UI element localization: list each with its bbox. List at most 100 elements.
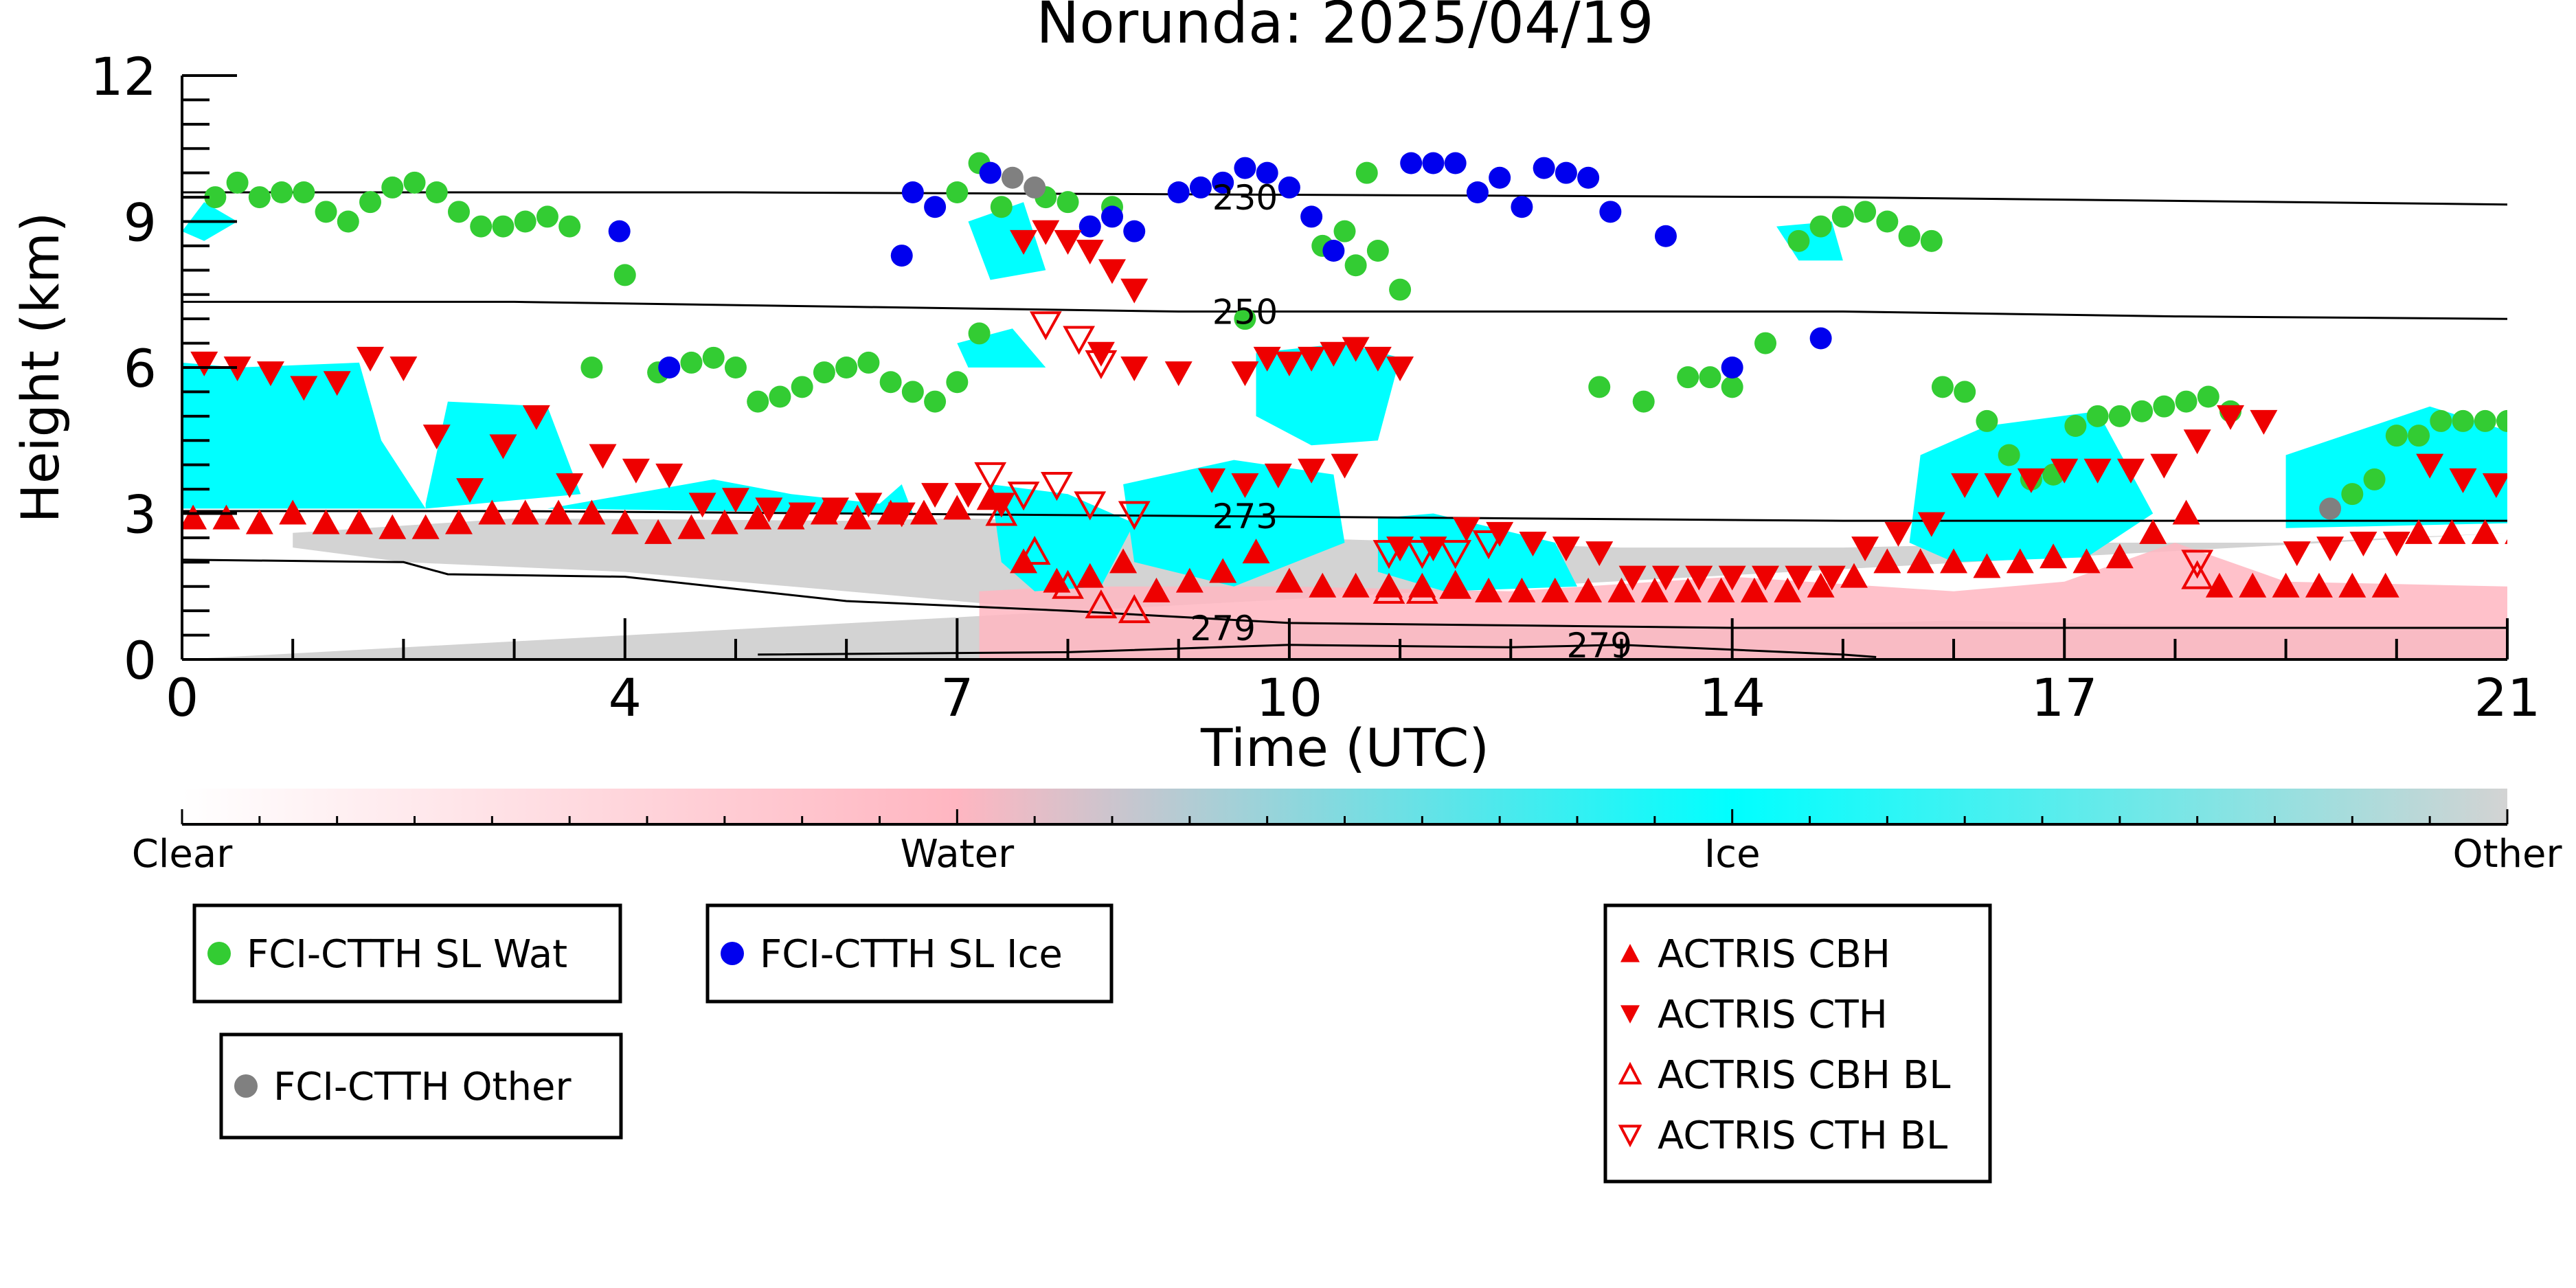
- legend-marker: [207, 942, 231, 965]
- x-tick-label: 7: [940, 667, 973, 728]
- y-tick-label: 3: [124, 484, 157, 545]
- data-point: [1677, 366, 1699, 389]
- data-point: [1322, 240, 1345, 262]
- data-point: [1851, 536, 1879, 562]
- data-point: [1386, 357, 1414, 381]
- data-point: [1029, 311, 1062, 341]
- data-point: [1439, 569, 1472, 599]
- data-point: [337, 210, 359, 233]
- data-point: [1618, 565, 1647, 591]
- colorbar-label: Ice: [1704, 832, 1761, 877]
- data-point: [1876, 210, 1899, 233]
- data-point: [2283, 541, 2311, 567]
- data-point: [1142, 577, 1171, 602]
- data-point: [1054, 229, 1082, 255]
- data-point: [1041, 472, 1073, 501]
- data-point: [1954, 381, 1976, 403]
- data-point: [1264, 463, 1292, 488]
- data-point: [1101, 205, 1123, 228]
- data-point: [791, 376, 813, 398]
- data-point: [1364, 346, 1392, 372]
- data-point: [1118, 501, 1151, 530]
- data-point: [2217, 405, 2245, 430]
- data-point: [1123, 220, 1146, 242]
- data-point: [1466, 181, 1489, 203]
- data-point: [680, 351, 703, 374]
- data-point: [556, 473, 584, 498]
- data-point: [1331, 453, 1359, 479]
- data-point: [1807, 572, 1835, 598]
- legend-marker: [1618, 1125, 1642, 1148]
- data-point: [2549, 464, 2576, 488]
- data-point: [2408, 425, 2430, 447]
- data-point: [223, 357, 251, 381]
- x-tick-label: 10: [1256, 667, 1323, 728]
- data-point: [2416, 453, 2444, 479]
- data-point: [589, 444, 617, 469]
- data-point: [979, 161, 1002, 184]
- data-point: [954, 483, 982, 508]
- data-point: [422, 425, 451, 450]
- colorbar-ticks: [181, 809, 2509, 824]
- data-point: [946, 181, 969, 203]
- data-point: [492, 215, 515, 238]
- data-point: [901, 381, 924, 403]
- contour-line-3: [182, 558, 2507, 629]
- data-point: [1873, 548, 1901, 574]
- data-point: [1355, 161, 1378, 184]
- data-point: [2540, 386, 2562, 408]
- data-point: [1198, 468, 1226, 493]
- data-point: [315, 201, 337, 223]
- data-point: [381, 176, 404, 199]
- data-point: [1854, 201, 1877, 223]
- data-point: [478, 499, 506, 525]
- data-point: [444, 509, 473, 534]
- data-point: [1052, 569, 1084, 599]
- data-point: [1018, 536, 1051, 565]
- cloud-region-ice-6: [1123, 460, 1345, 587]
- data-point: [888, 502, 916, 528]
- data-point: [1809, 215, 1832, 238]
- data-point: [190, 351, 218, 376]
- data-point: [271, 181, 293, 203]
- legend-marker: [1618, 1061, 1642, 1085]
- data-point: [345, 509, 373, 534]
- data-point: [1120, 278, 1149, 304]
- data-point: [323, 371, 351, 396]
- data-point: [1906, 548, 1934, 574]
- data-point: [2183, 429, 2211, 455]
- data-point: [1120, 357, 1149, 381]
- data-point: [447, 201, 470, 223]
- data-point: [2172, 499, 2200, 525]
- data-point: [2139, 519, 2167, 544]
- data-point: [1752, 565, 1780, 591]
- data-point: [2341, 483, 2364, 506]
- x-tick-label: 4: [609, 667, 642, 728]
- data-point: [1787, 229, 1810, 252]
- plot-area: [182, 152, 2576, 659]
- data-point: [1298, 458, 1326, 484]
- series-6: [974, 311, 2214, 579]
- data-point: [2083, 458, 2112, 484]
- data-point: [1189, 176, 1212, 199]
- x-tick-label: 17: [2031, 667, 2098, 728]
- data-point: [2239, 572, 2267, 598]
- data-point: [1372, 574, 1405, 604]
- data-point: [1519, 532, 1547, 556]
- data-point: [1577, 166, 1600, 189]
- contour-line-0: [182, 191, 2507, 206]
- legend-frame: [192, 903, 622, 1004]
- legend-label: FCI-CTTH Other: [273, 1065, 572, 1109]
- data-point: [1076, 240, 1104, 264]
- data-point: [2316, 536, 2345, 562]
- cloud-region-ice-8: [1377, 513, 1577, 591]
- data-point: [357, 346, 385, 372]
- data-point: [2482, 473, 2507, 498]
- data-point: [248, 186, 271, 209]
- data-point: [2496, 409, 2507, 432]
- data-point: [1441, 572, 1469, 598]
- cloud-region-ice-2: [182, 362, 426, 509]
- data-point: [1651, 565, 1680, 591]
- data-point: [1585, 541, 1614, 567]
